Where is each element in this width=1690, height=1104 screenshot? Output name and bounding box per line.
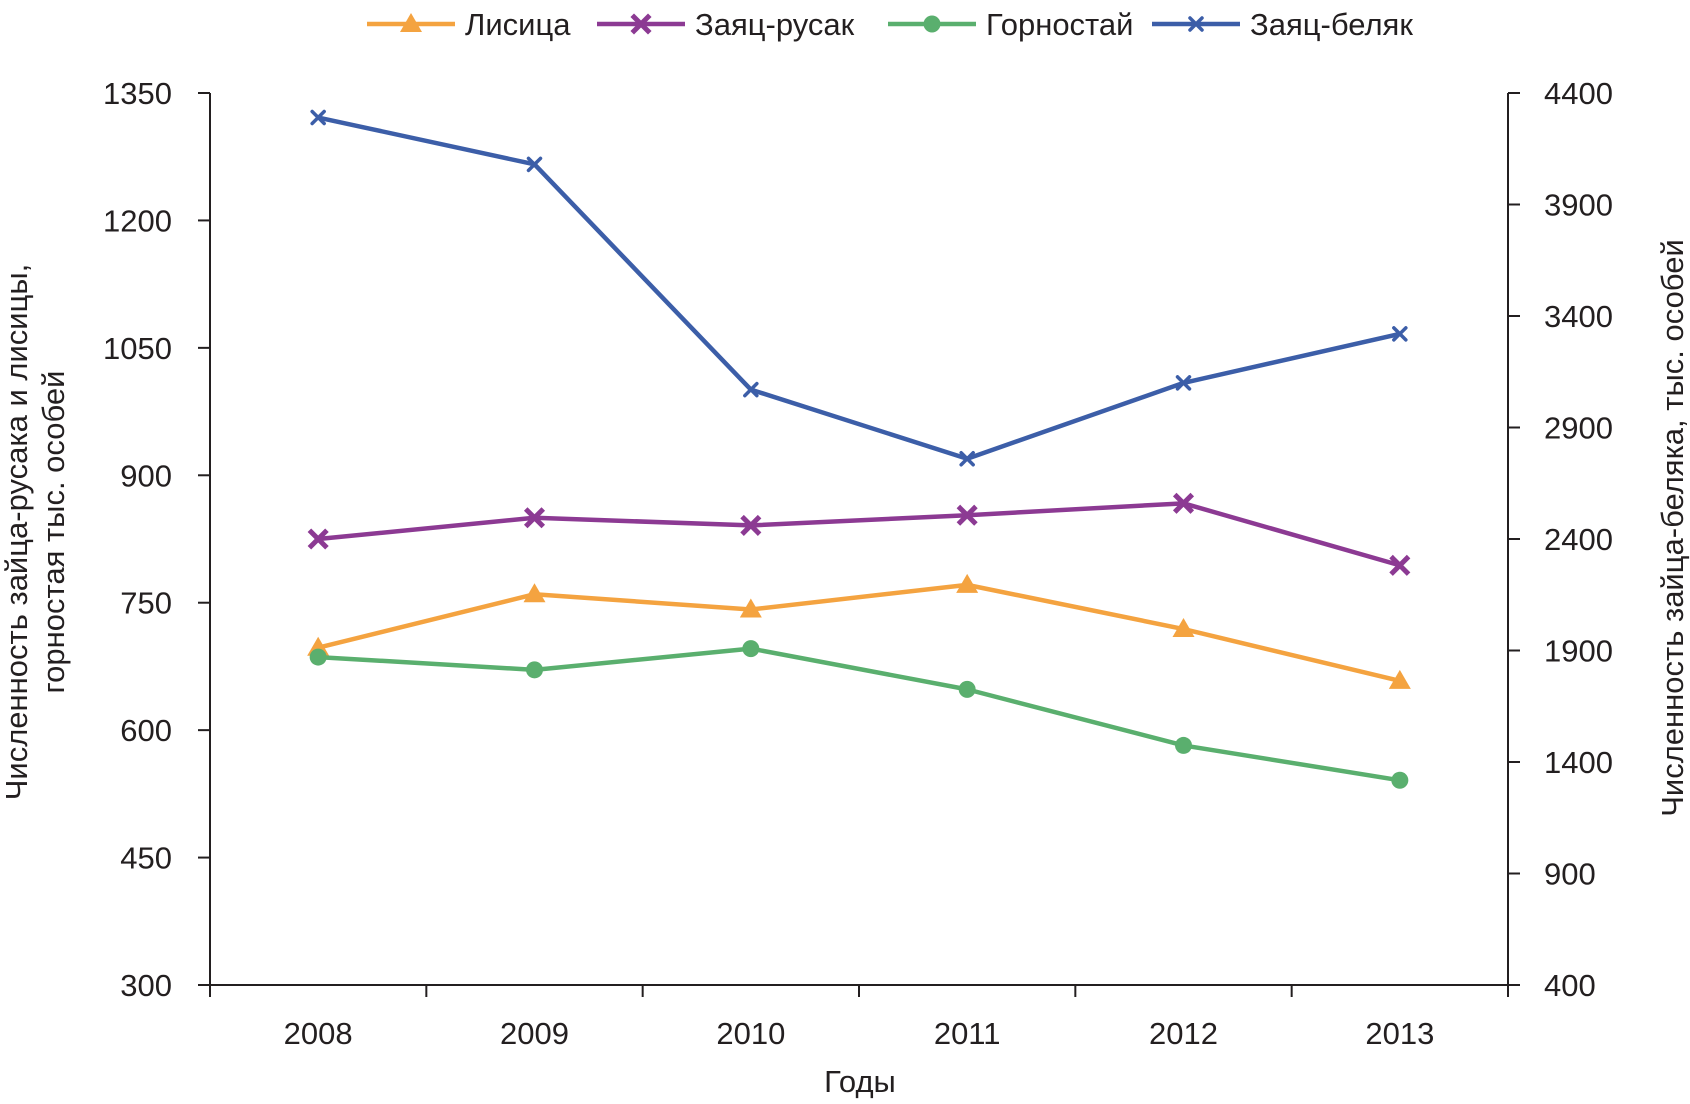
legend-label: Заяц-беляк bbox=[1250, 7, 1413, 42]
legend-label: Горностай bbox=[986, 7, 1133, 42]
series-1-point bbox=[1388, 669, 1411, 689]
series-4-point bbox=[959, 450, 975, 467]
right-y-tick-label: 3400 bbox=[1544, 299, 1613, 334]
series-1-point bbox=[739, 598, 762, 618]
x-tick-label: 2008 bbox=[284, 1016, 353, 1051]
right-y-tick-label: 2400 bbox=[1544, 522, 1613, 557]
left-y-axis-title-line: горностая тыс. особей bbox=[36, 371, 71, 694]
left-y-tick-label: 750 bbox=[120, 586, 172, 621]
left-y-axis-title-line: Численность зайца-русака и лисицы, bbox=[0, 264, 34, 801]
series-4-line bbox=[317, 115, 1401, 461]
series-2-point bbox=[523, 507, 546, 529]
x-tick-label: 2009 bbox=[500, 1016, 569, 1051]
series-1-line bbox=[317, 582, 1401, 684]
left-y-axis-title: Численность зайца-русака и лисицы,горнос… bbox=[0, 264, 71, 801]
series-1-point bbox=[523, 583, 546, 603]
series-2-point bbox=[956, 504, 978, 526]
legend-label: Заяц-русак bbox=[695, 7, 855, 42]
right-y-axis-title: Численность зайца-беляка, тыс. особей bbox=[1655, 239, 1690, 817]
right-y-tick-label: 1400 bbox=[1544, 745, 1613, 780]
series-2-point bbox=[307, 528, 329, 550]
series-4-point bbox=[743, 381, 759, 398]
x-axis-title: Годы bbox=[824, 1064, 896, 1099]
legend-swatch-marker bbox=[923, 15, 941, 33]
right-y-tick-label: 1900 bbox=[1544, 634, 1613, 669]
series-3-point bbox=[1391, 771, 1409, 789]
series-1-point bbox=[1172, 618, 1195, 638]
series-3-point bbox=[742, 640, 760, 658]
series-4-point bbox=[1392, 326, 1408, 342]
legend-item-3: Горностай bbox=[888, 7, 1133, 42]
series-3 bbox=[309, 640, 1409, 789]
series-2-point bbox=[740, 514, 762, 536]
right-y-tick-label: 2900 bbox=[1544, 411, 1613, 446]
series-3-point bbox=[958, 680, 976, 698]
legend: Лисица Заяц-русак Горностай Заяц-беляк bbox=[367, 7, 1413, 42]
left-y-tick-label: 1350 bbox=[103, 76, 172, 111]
legend-swatch-marker bbox=[400, 13, 422, 32]
legend-swatch-marker bbox=[1188, 16, 1204, 32]
series-1-point bbox=[956, 573, 979, 593]
left-y-tick-label: 600 bbox=[120, 713, 172, 748]
series-4 bbox=[310, 109, 1408, 467]
left-y-tick-label: 900 bbox=[120, 458, 172, 493]
legend-item-2: Заяц-русак bbox=[597, 7, 855, 42]
series-2 bbox=[307, 492, 1411, 576]
series-4-point bbox=[310, 109, 326, 126]
legend-label: Лисица bbox=[465, 7, 571, 42]
right-y-tick-label: 3900 bbox=[1544, 188, 1613, 223]
legend-item-4: Заяц-беляк bbox=[1152, 7, 1413, 42]
series-2-point bbox=[1172, 492, 1195, 514]
legend-item-1: Лисица bbox=[367, 7, 571, 42]
axis-titles: Годы Численность зайца-русака и лисицы,г… bbox=[0, 239, 1690, 1099]
axes: 300 450 600 750 900 1050 1200 1350 400 900 1400 190… bbox=[103, 76, 1613, 1051]
series-lines bbox=[307, 109, 1411, 789]
left-y-tick-label: 1050 bbox=[103, 331, 172, 366]
series-2-point bbox=[1389, 554, 1411, 576]
legend-swatch-marker bbox=[630, 13, 652, 35]
x-tick-label: 2012 bbox=[1149, 1016, 1218, 1051]
series-3-point bbox=[1175, 736, 1192, 754]
x-tick-label: 2010 bbox=[716, 1016, 785, 1051]
series-1 bbox=[307, 573, 1411, 689]
series-3-point bbox=[526, 661, 543, 679]
series-4-point bbox=[526, 156, 543, 173]
series-2-line bbox=[317, 501, 1401, 568]
x-tick-label: 2011 bbox=[934, 1016, 1001, 1051]
series-3-point bbox=[309, 648, 327, 666]
right-y-tick-label: 4400 bbox=[1544, 76, 1613, 111]
series-3-line bbox=[318, 646, 1401, 783]
x-tick-label: 2013 bbox=[1365, 1016, 1434, 1051]
right-y-tick-label: 900 bbox=[1544, 857, 1596, 892]
left-y-tick-label: 450 bbox=[120, 841, 172, 876]
series-4-point bbox=[1175, 375, 1192, 391]
left-y-tick-label: 300 bbox=[120, 968, 172, 1003]
right-y-tick-label: 400 bbox=[1544, 968, 1596, 1003]
left-y-tick-label: 1200 bbox=[103, 203, 172, 238]
